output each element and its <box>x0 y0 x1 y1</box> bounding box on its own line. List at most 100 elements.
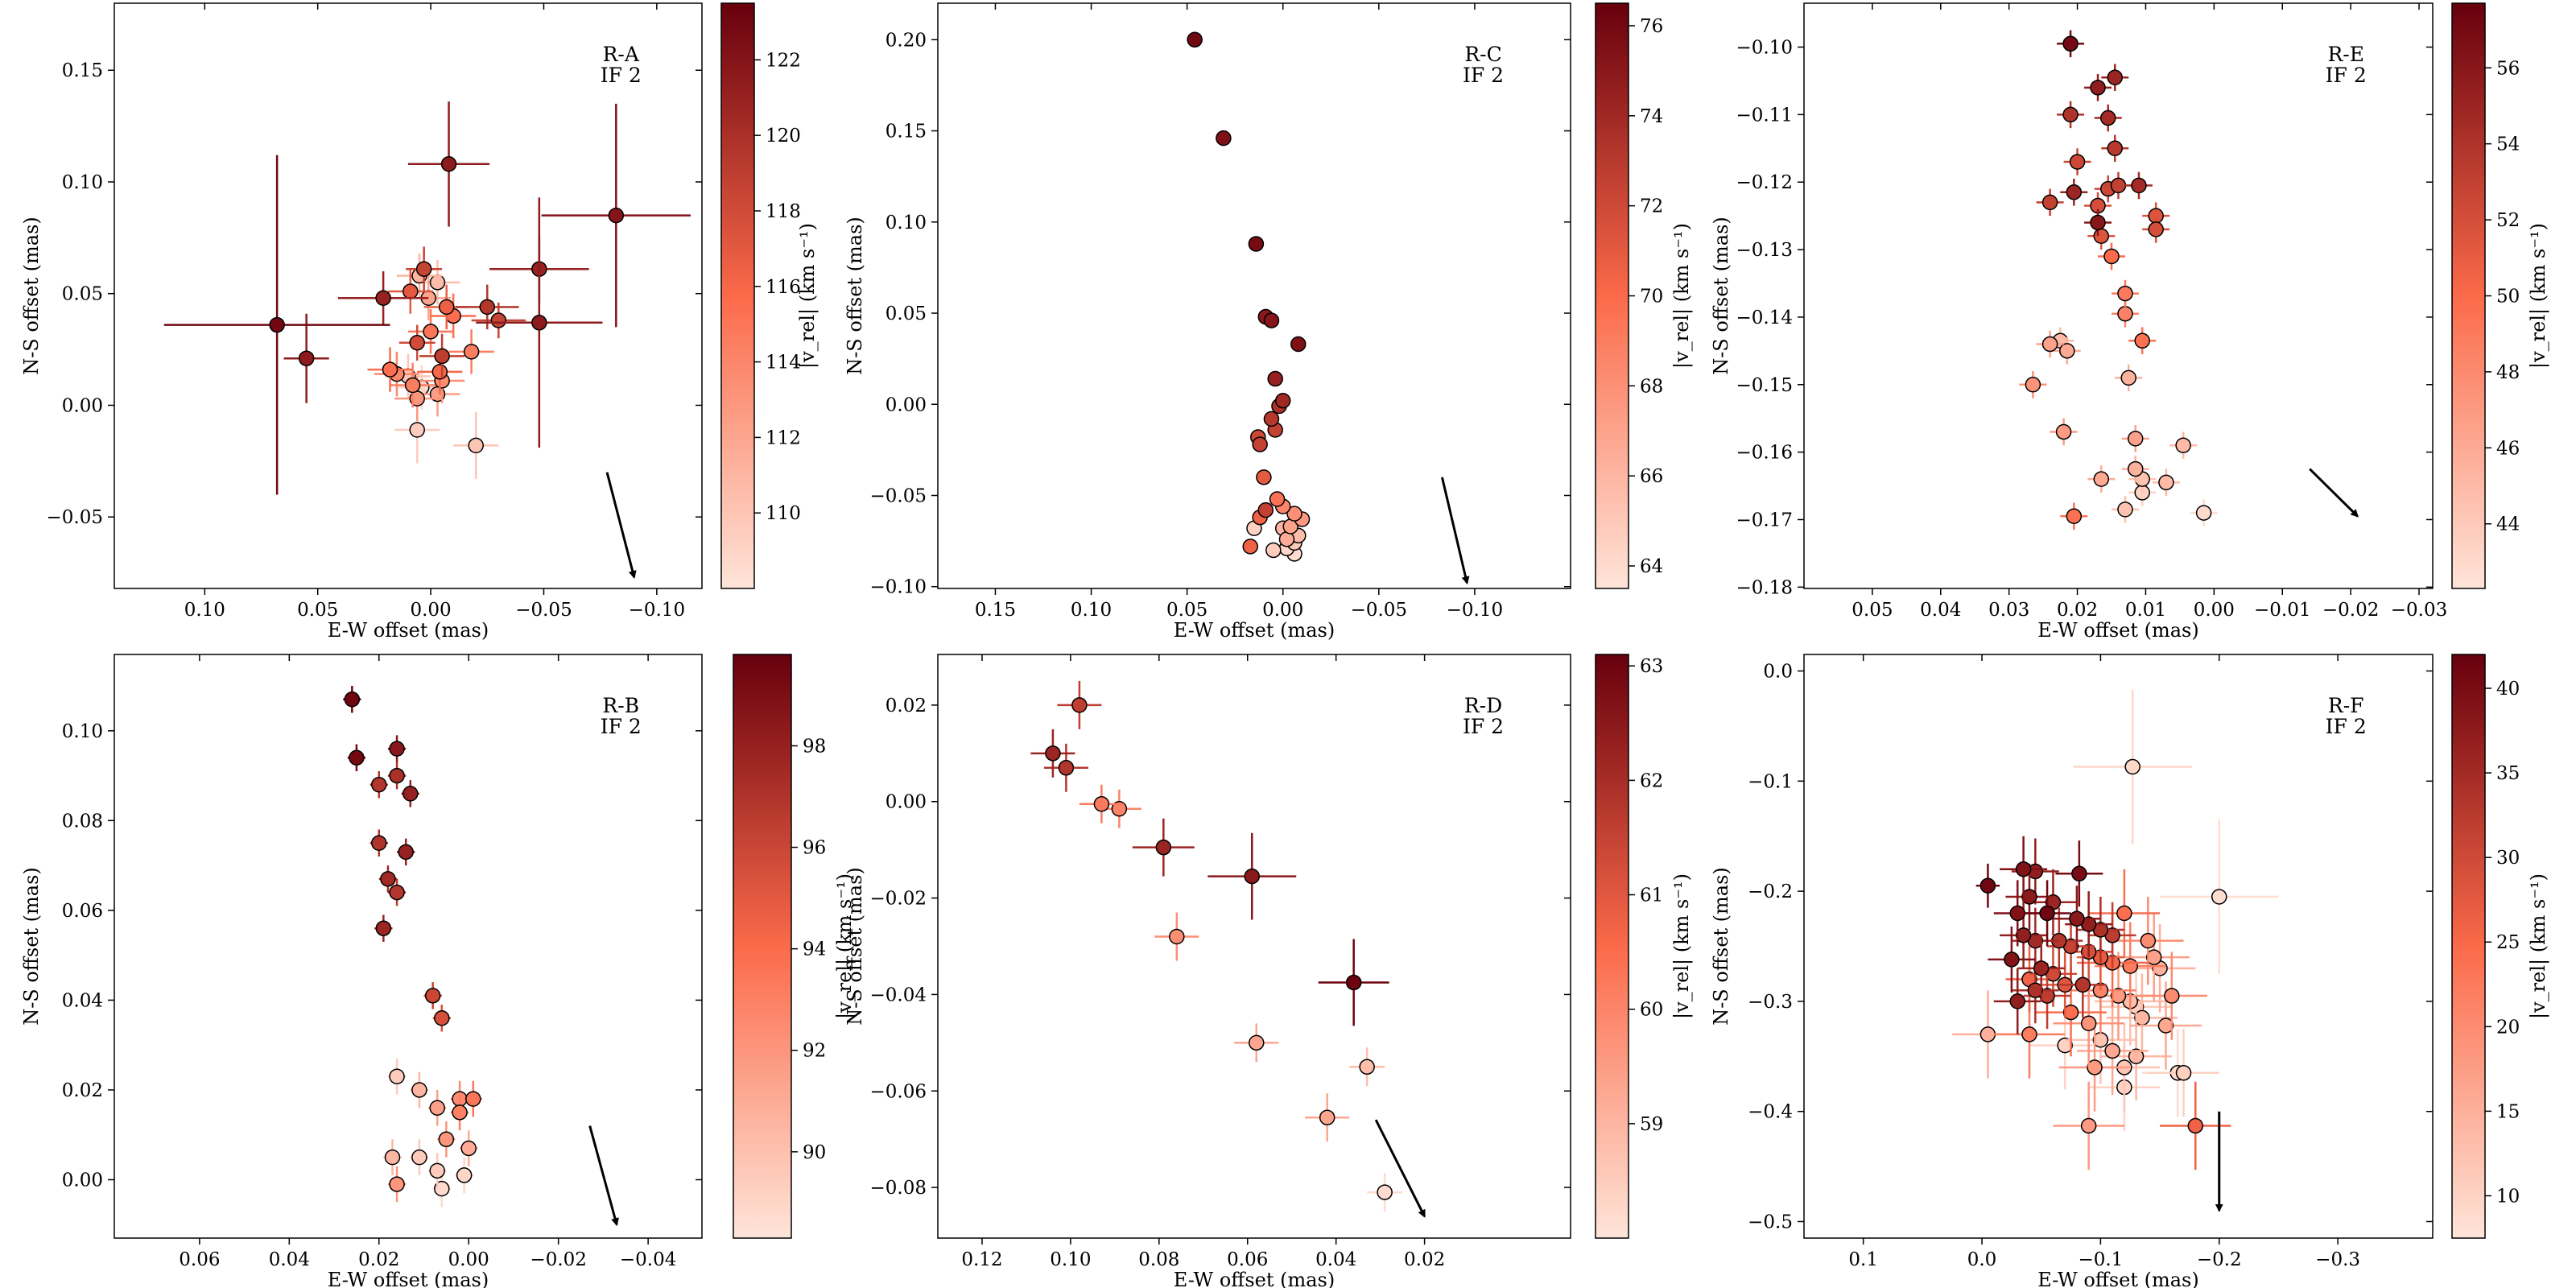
data-point <box>1263 411 1280 427</box>
x-axis-label: E-W offset (mas) <box>328 619 489 642</box>
y-tick-label: −0.2 <box>1748 881 1793 902</box>
data-point <box>2127 431 2144 447</box>
data-point <box>411 1149 427 1166</box>
panel-RA: 0.10 0.05 0.00 −0.05 −0.10 −0.05 0.00 0.05 0.10 0… <box>20 2 819 642</box>
x-tick-label: 0.00 <box>2194 600 2235 621</box>
data-point <box>349 749 365 766</box>
colorbar-tick-label: 25 <box>2496 932 2520 953</box>
motion-arrow <box>1374 1119 1426 1218</box>
data-point <box>1979 877 1996 894</box>
colorbar-tick-label: 76 <box>1640 16 1663 37</box>
data-point <box>2080 1117 2097 1134</box>
data-point <box>1257 502 1274 518</box>
y-axis-label: N-S offset (mas) <box>1710 867 1732 1026</box>
data-point <box>2025 377 2041 393</box>
colorbar-tick-label: 15 <box>2496 1101 2520 1122</box>
panel-RD: 0.12 0.10 0.08 0.06 0.04 0.02 −0.08 −0.06 −0.04 −… <box>844 654 1694 1288</box>
data-point <box>2033 960 2050 976</box>
y-tick-label: 0.00 <box>62 395 103 416</box>
data-point <box>2093 471 2110 487</box>
data-point <box>1252 436 1268 452</box>
y-tick-label: −0.05 <box>47 507 103 528</box>
x-tick-label: 0.05 <box>1166 600 1208 621</box>
x-tick-label: 0.05 <box>1852 600 1893 621</box>
data-point <box>384 1149 401 1166</box>
data-point <box>1155 839 1172 856</box>
x-axis-label: E-W offset (mas) <box>328 1269 489 1288</box>
data-point <box>402 786 419 802</box>
x-tick-label: −0.10 <box>1447 600 1503 621</box>
colorbar: 90 92 94 96 98 |v_rel| (km s⁻¹) <box>733 654 857 1239</box>
data-point <box>398 844 414 861</box>
data-point <box>434 1009 450 1026</box>
data-point <box>2164 988 2180 1004</box>
motion-arrow <box>1440 477 1470 585</box>
colorbar-tick-label: 92 <box>803 1041 826 1062</box>
data-point <box>2103 248 2120 265</box>
data-point <box>2069 154 2086 170</box>
data-point <box>2071 865 2087 881</box>
x-tick-label: 0.1 <box>1848 1249 1878 1270</box>
data-point <box>2107 69 2124 85</box>
data-point <box>2158 474 2174 491</box>
colorbar-tick-label: 44 <box>2496 514 2520 535</box>
y-tick-label: 0.02 <box>886 696 927 716</box>
colorbar-label: |v_rel| (km s⁻¹) <box>2527 223 2550 369</box>
data-point <box>1269 491 1286 507</box>
data-point <box>429 1100 445 1117</box>
data-point <box>2009 905 2025 922</box>
data-point <box>2055 423 2072 440</box>
y-tick-label: −0.17 <box>1736 510 1793 530</box>
colorbar-label: |v_rel| (km s⁻¹) <box>1670 223 1694 369</box>
data-point <box>1216 130 1232 147</box>
data-point <box>1256 469 1272 485</box>
motion-arrow <box>2309 468 2359 518</box>
colorbar-gradient <box>733 654 792 1239</box>
x-tick-label: 0.12 <box>961 1249 1002 1270</box>
data-point <box>409 335 425 351</box>
data-point <box>2104 1042 2120 1059</box>
colorbar-label: |v_rel| (km s⁻¹) <box>1670 873 1694 1019</box>
x-tick-label: 0.00 <box>448 1249 489 1270</box>
colorbar-label: |v_rel| (km s⁻¹) <box>833 873 857 1019</box>
x-tick-label: −0.1 <box>2078 1249 2123 1270</box>
data-point <box>531 315 547 331</box>
y-tick-label: 0.00 <box>62 1170 103 1191</box>
x-tick-label: 0.04 <box>1315 1249 1356 1270</box>
panel-RF: 0.1 0.0 −0.1 −0.2 −0.3 −0.5 −0.4 −0.3 −0.2 −0.1 0.… <box>1710 654 2550 1288</box>
data-point <box>2157 1018 2174 1034</box>
colorbar-tick-label: 64 <box>1640 556 1663 577</box>
colorbar-tick-label: 70 <box>1640 287 1663 308</box>
y-tick-label: 0.10 <box>62 172 103 193</box>
colorbar: 59 60 61 62 63 |v_rel| (km s⁻¹) <box>1595 654 1694 1239</box>
colorbar: 64 66 68 70 72 74 76 |v_rel| (km s⁻¹) <box>1595 2 1694 589</box>
y-tick-label: −0.08 <box>870 1178 927 1199</box>
colorbar-tick-label: 96 <box>803 838 826 859</box>
y-axis-label: N-S offset (mas) <box>20 867 43 1026</box>
data-point <box>389 1176 405 1192</box>
data-point <box>389 1068 405 1084</box>
panel-band: IF 2 <box>2326 64 2367 87</box>
data-point <box>2110 177 2127 194</box>
data-point <box>2015 861 2032 877</box>
data-point <box>2041 336 2058 353</box>
x-tick-label: 0.10 <box>1071 600 1112 621</box>
data-point <box>429 1162 445 1179</box>
data-point <box>2145 949 2162 965</box>
colorbar-tick-label: 68 <box>1640 376 1663 397</box>
panel-RE: 0.05 0.04 0.03 0.02 0.01 0.00 −0.01 −0.02 −0.03 −… <box>1710 2 2550 642</box>
x-tick-label: 0.00 <box>410 600 451 621</box>
x-axis-label: E-W offset (mas) <box>2037 1269 2198 1288</box>
x-tick-label: −0.02 <box>530 1249 586 1270</box>
data-point <box>2175 1065 2192 1081</box>
motion-arrow <box>605 472 637 580</box>
data-point <box>2140 932 2157 949</box>
x-tick-label: −0.03 <box>2391 600 2447 621</box>
y-tick-label: 0.06 <box>62 901 103 922</box>
data-point <box>479 299 496 316</box>
x-tick-label: 0.02 <box>358 1249 399 1270</box>
scatter-points <box>1952 689 2279 1170</box>
data-point <box>2127 460 2144 477</box>
data-point <box>1359 1059 1375 1075</box>
x-tick-label: 0.10 <box>184 600 225 621</box>
